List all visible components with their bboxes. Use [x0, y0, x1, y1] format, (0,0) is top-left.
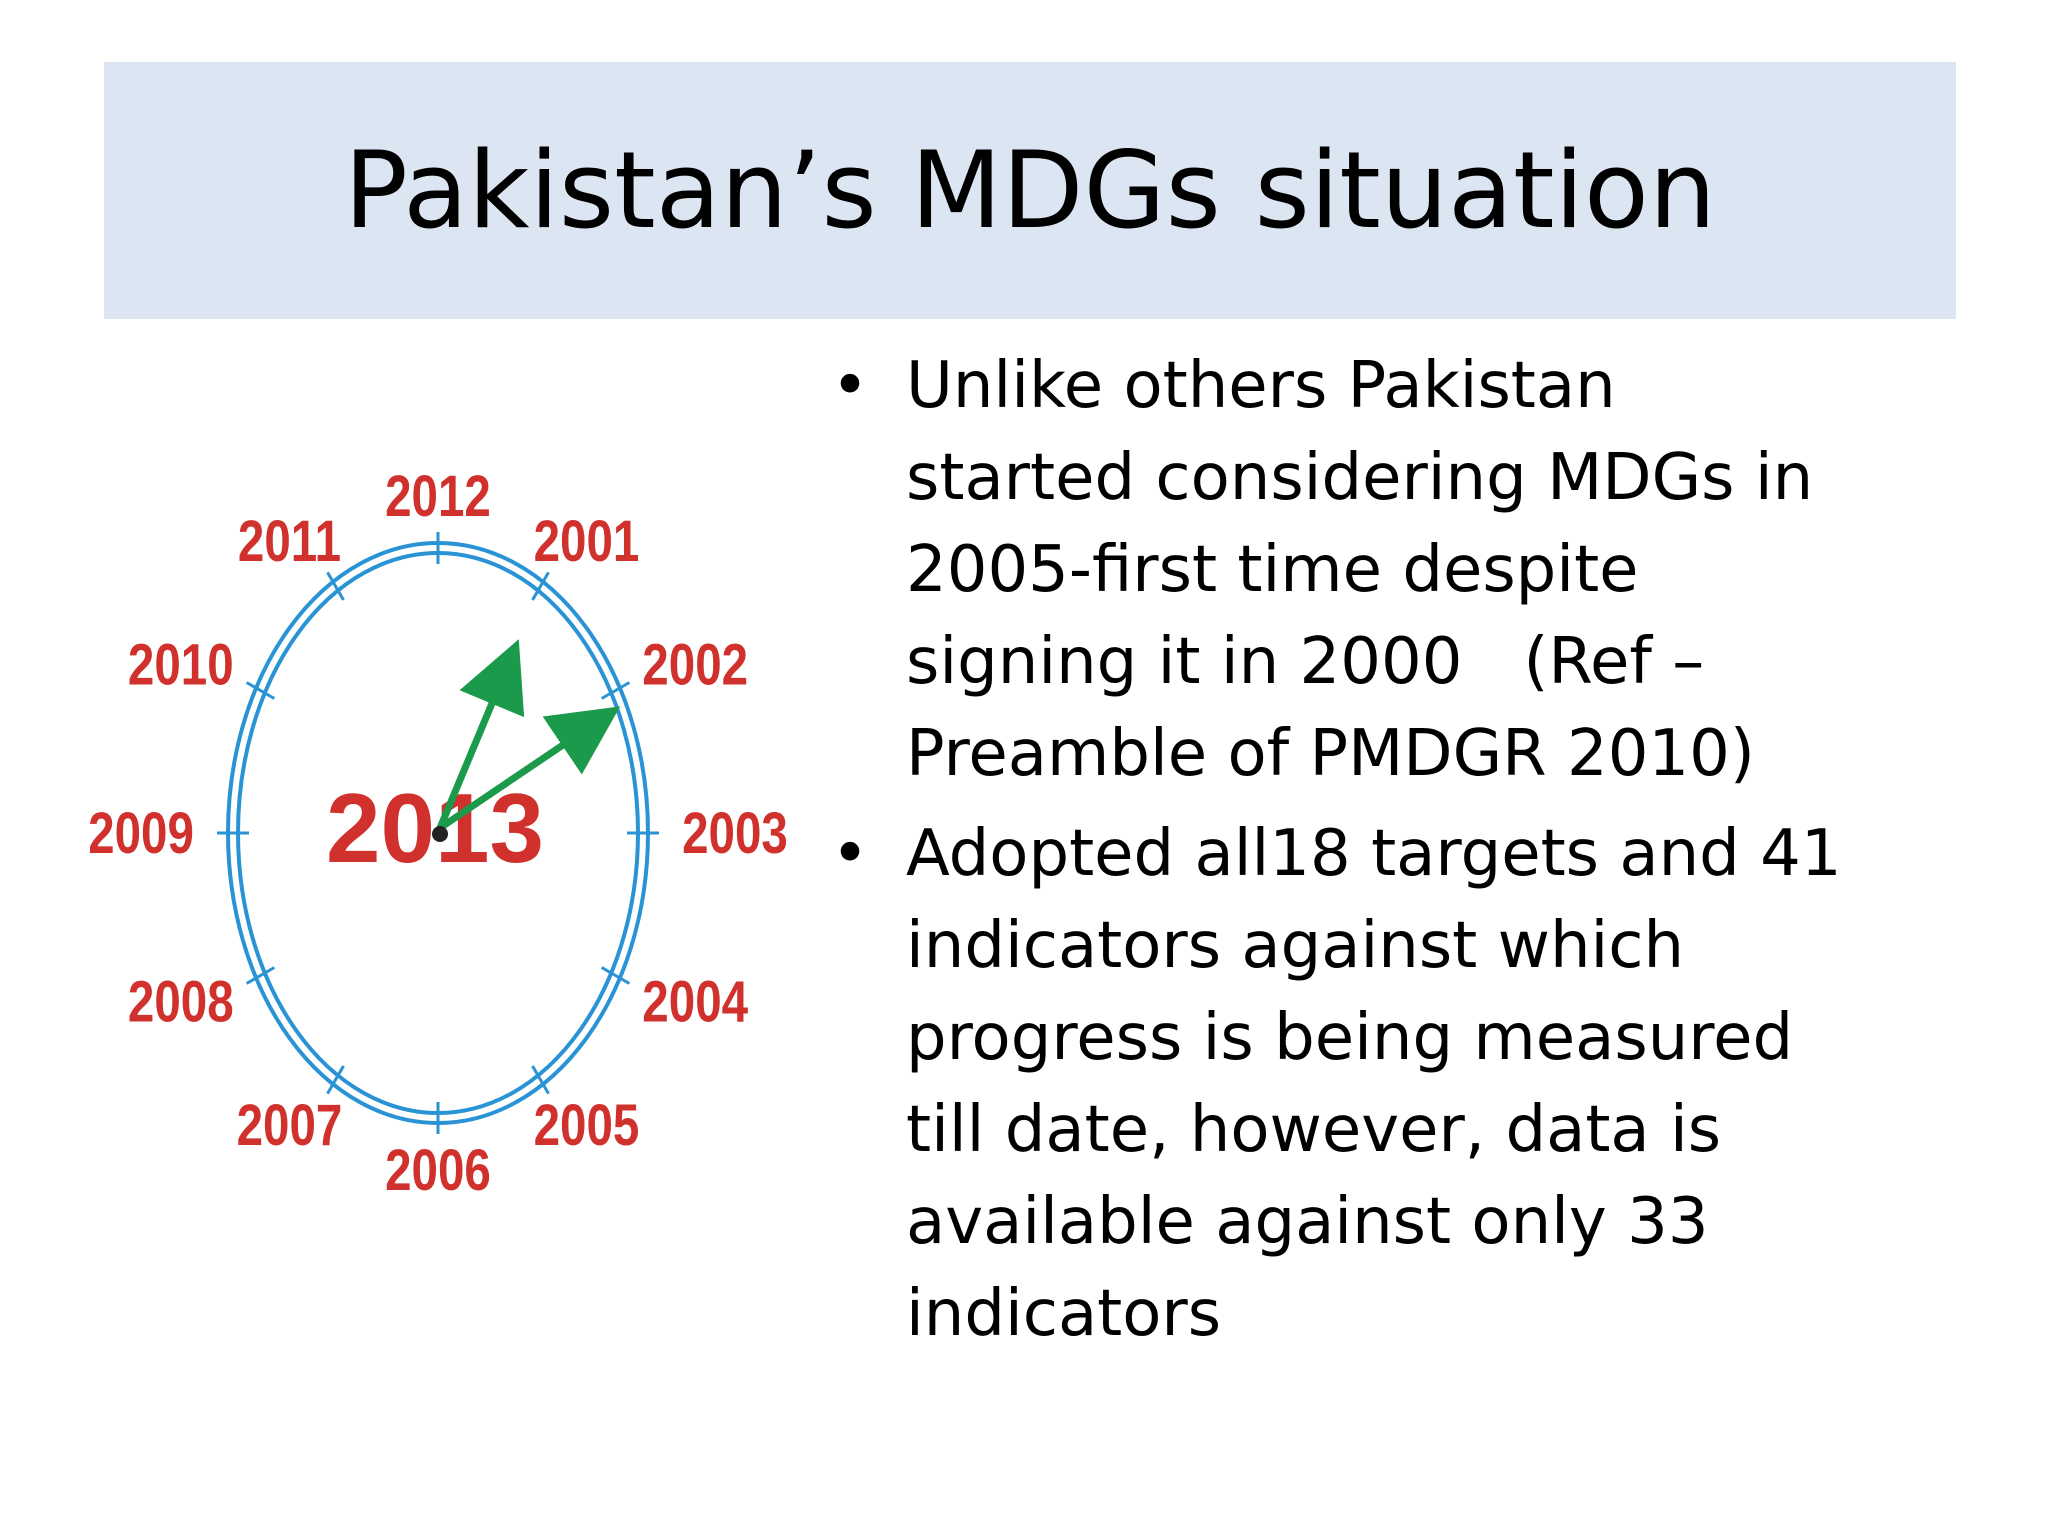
clock-hand-short: [438, 706, 621, 831]
clock-center-dot: [432, 826, 448, 842]
clock-year-label: 2007: [237, 1093, 343, 1158]
clock-year-label: 2009: [90, 802, 194, 867]
clock-year-label: 2008: [128, 970, 234, 1035]
bullet-item: • Adopted all18 targets and 41 indicator…: [820, 808, 2000, 1360]
bullet-line: Preamble of PMDGR 2010): [906, 717, 1755, 791]
bullet-line: signing it in 2000 (Ref –: [906, 625, 1705, 699]
clock-ticks: [217, 532, 659, 1134]
clock-tick: [600, 681, 631, 700]
clock-year-label: 2001: [534, 510, 640, 575]
bullet-line: available against only 33: [906, 1185, 1709, 1259]
clock-tick: [245, 966, 276, 985]
clock-tick: [600, 966, 631, 985]
clock-hand-long: [436, 639, 525, 830]
bullet-list: • Unlike others Pakistan started conside…: [820, 340, 2000, 1368]
clock-year-label: 2005: [534, 1093, 640, 1158]
bullet-line: Unlike others Pakistan: [906, 349, 1616, 423]
slide-title: Pakistan’s MDGs situation: [343, 129, 1717, 252]
bullet-line: progress is being measured: [906, 1001, 1794, 1075]
clock-year-label: 2004: [642, 970, 748, 1035]
clock-tick: [531, 1065, 550, 1095]
clock-tick: [245, 681, 276, 700]
clock-tick: [326, 571, 345, 601]
clock-year-label: 2010: [128, 633, 234, 698]
bullet-line: till date, however, data is: [906, 1093, 1722, 1167]
clock-year-label: 2002: [642, 633, 748, 698]
clock-year-label: 2006: [385, 1139, 491, 1204]
clock-tick: [326, 1065, 345, 1095]
clock-tick: [531, 571, 550, 601]
bullet-item: • Unlike others Pakistan started conside…: [820, 340, 2000, 800]
bullet-symbol: •: [831, 349, 869, 423]
clock-illustration: 2012 2001 2002 2003 2004 2005 2006 2007 2008 2009…: [90, 430, 790, 1230]
title-band: Pakistan’s MDGs situation: [104, 62, 1956, 319]
clock-year-label: 2003: [682, 802, 788, 867]
bullet-line: 2005-first time despite: [906, 533, 1639, 607]
bullet-line: indicators against which: [906, 909, 1685, 983]
bullet-symbol: •: [831, 817, 869, 891]
bullet-line: started considering MDGs in: [906, 441, 1814, 515]
bullet-line: Adopted all18 targets and 41: [906, 817, 1842, 891]
bullet-line: indicators: [906, 1277, 1222, 1351]
clock-year-label: 2011: [238, 510, 341, 575]
clock-year-label: 2012: [385, 465, 491, 530]
